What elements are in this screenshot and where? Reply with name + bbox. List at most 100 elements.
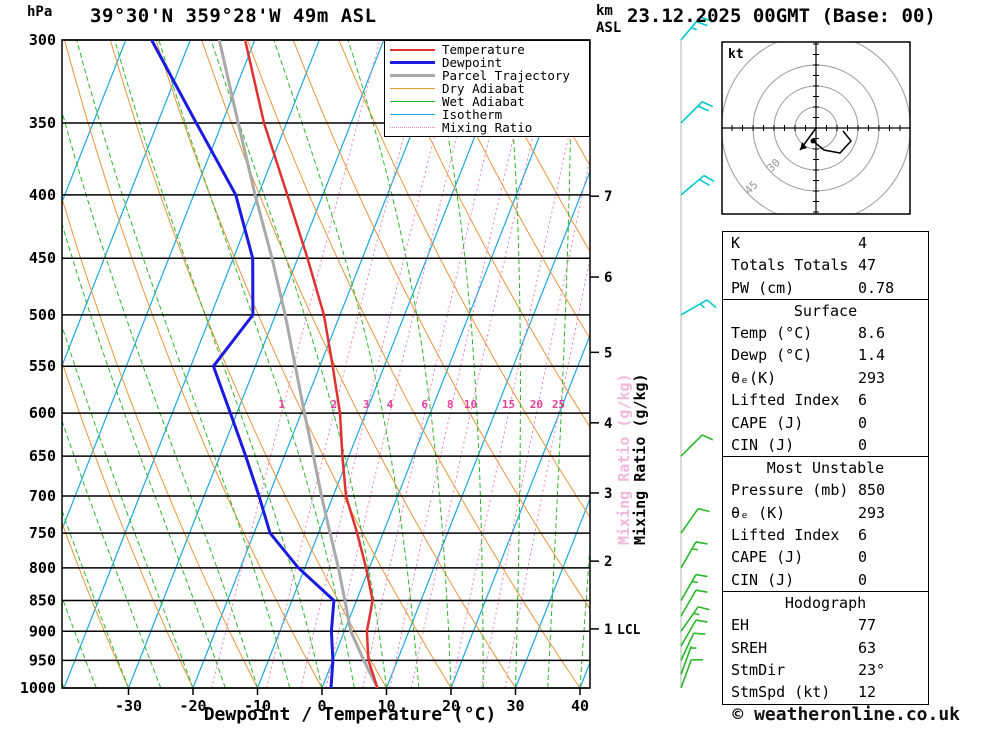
wet-adiabat-line <box>347 40 452 688</box>
panel-row-label: θₑ(K) <box>731 368 777 387</box>
pressure-tick-label: 550 <box>29 357 56 375</box>
wind-barb <box>680 619 708 647</box>
wind-barb-full <box>701 101 714 108</box>
panel-section-header: Surface <box>793 301 858 320</box>
wind-barb-staff <box>680 589 697 617</box>
pressure-tick-label: 600 <box>29 404 56 422</box>
mixing-ratio-value-label: 1 <box>278 398 285 411</box>
hodograph-trace <box>812 130 852 154</box>
panel-row: StmSpd (kt) 12 <box>723 681 928 703</box>
panel-row: Temp (°C) 8.6 <box>723 322 928 344</box>
wet-adiabat-line <box>62 419 162 688</box>
mixing-ratio-line <box>451 40 590 688</box>
panel-row-label: StmSpd (kt) <box>731 683 831 702</box>
panel-row-label: EH <box>731 616 750 635</box>
dewpoint-line <box>150 40 336 688</box>
wet-adiabat-line <box>645 40 717 688</box>
plot-frame <box>61 39 591 689</box>
pressure-tick-label: 500 <box>29 306 56 324</box>
panel-row-label: Lifted Index <box>731 391 840 410</box>
panel-row-label: K <box>731 234 741 252</box>
legend-line-sample <box>390 114 435 115</box>
panel-section: Most Unstable Pressure (mb) 850 θₑ (K) 293 Li… <box>722 455 929 593</box>
legend-line-sample <box>390 101 435 102</box>
legend-label: Wet Adiabat <box>442 94 525 109</box>
panel-row-value: 0 <box>858 436 868 455</box>
mixing-ratio-value-label: 2 <box>331 398 338 411</box>
legend-entry: Isotherm <box>385 108 589 121</box>
wet-adiabat-line <box>62 109 258 688</box>
wind-barb-full <box>696 20 708 27</box>
panel-row: Totals Totals 47 <box>723 254 928 276</box>
panel-row-label: Pressure (mb) <box>731 481 849 500</box>
legend-line-sample <box>390 74 435 77</box>
wind-barb-full <box>706 299 717 309</box>
mixing-ratio-line <box>481 156 590 688</box>
isotherm-line <box>514 497 590 688</box>
legend-line-sample <box>390 61 435 64</box>
km-tick-label: 2 <box>604 554 612 570</box>
isotherm-line <box>62 40 256 532</box>
mixing-ratio-line <box>410 40 556 688</box>
mixing-ratio-value-label: 20 <box>530 398 543 411</box>
legend-line-sample <box>390 48 435 51</box>
pressure-tick-label: 400 <box>29 186 56 204</box>
panel-row: StmDir 23° <box>723 659 928 681</box>
wind-barb-staff <box>680 606 699 632</box>
panel-row: CIN (J) 0 <box>723 569 928 591</box>
wind-barb <box>680 645 697 675</box>
wind-barb <box>680 434 714 457</box>
mixing-ratio-value-label: 4 <box>387 398 394 411</box>
legend-entry: Wet Adiabat <box>385 95 589 108</box>
height-axis-unit-asl: ASL <box>596 20 622 36</box>
panel-row-value: 293 <box>858 503 886 522</box>
wind-barb <box>680 16 712 41</box>
wind-barb-staff <box>680 659 693 689</box>
panel-row-value: 63 <box>858 638 877 657</box>
wind-barb-full <box>697 105 709 112</box>
wind-barb-staff <box>680 101 703 124</box>
temp-tick-label: 20 <box>442 697 460 715</box>
km-tick-label: 6 <box>604 270 612 286</box>
pressure-tick-label: 950 <box>29 651 56 669</box>
km-tick-label: 1 <box>604 622 612 638</box>
mixing-ratio-line <box>504 256 590 688</box>
mixing-ratio-line <box>211 40 381 688</box>
panel-row: CIN (J) 0 <box>723 434 928 456</box>
panel-row: Lifted Index 6 <box>723 389 928 411</box>
panel-row-value: 850 <box>858 481 886 500</box>
temp-tick-label: 0 <box>317 697 326 715</box>
wind-barb-full <box>697 507 710 513</box>
legend-line-sample <box>390 88 435 89</box>
panel-section: K 4 Totals Totals 47 PW (cm) 0.78 <box>722 231 929 301</box>
wind-barb-staff <box>680 574 697 601</box>
wet-adiabat-line <box>505 40 521 688</box>
dry-adiabat-line <box>384 40 590 428</box>
isotherm-line <box>192 40 449 688</box>
panel-row-value: 8.6 <box>858 324 886 343</box>
wind-barb-half <box>693 612 700 616</box>
page-title: 39°30'N 359°28'W 49m ASL <box>90 5 377 27</box>
wind-barb-half <box>699 303 706 309</box>
panel-section-header: Hodograph <box>784 593 867 612</box>
pressure-tick-label: 650 <box>29 447 56 465</box>
wet-adiabat-line <box>76 40 291 688</box>
panel-row-value: 0 <box>858 548 868 567</box>
panel-row-value: 0.78 <box>858 278 895 297</box>
panel-row-label: CIN (J) <box>731 570 795 589</box>
mixing-ratio-value-label: 25 <box>552 398 565 411</box>
lcl-label: LCL <box>617 623 641 638</box>
dry-adiabat-line <box>429 40 590 340</box>
panel-row: EH 77 <box>723 614 928 636</box>
panel-row-value: 6 <box>858 391 868 410</box>
km-tick-label: 3 <box>604 486 612 502</box>
panel-row-value: 6 <box>858 526 868 545</box>
pressure-tick-label: 850 <box>29 592 56 610</box>
panel-row: CAPE (J) 0 <box>723 546 928 568</box>
temp-tick-label: -30 <box>115 697 142 715</box>
panel-row-value: 77 <box>858 616 877 635</box>
wind-barb-full <box>695 589 708 593</box>
panel-row-label: Lifted Index <box>731 526 840 545</box>
wind-barb-full <box>700 16 712 22</box>
